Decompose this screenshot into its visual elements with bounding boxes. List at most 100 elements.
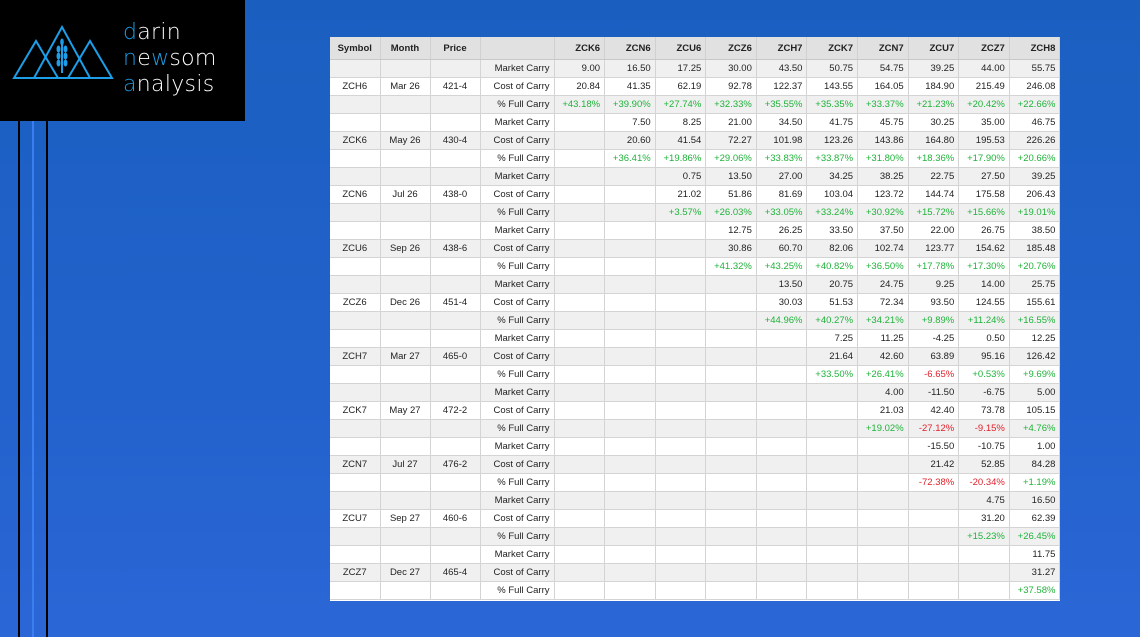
pct-value-cell — [908, 581, 960, 600]
market-value-cell: -11.50 — [908, 383, 960, 402]
price-cell: 465-0 — [430, 347, 481, 366]
cost-value-cell: 42.40 — [908, 401, 960, 420]
pct-value-cell: +1.19% — [1009, 473, 1060, 492]
column-header[interactable]: Month — [380, 37, 431, 60]
market-value-cell: 25.75 — [1009, 275, 1060, 294]
market-value-cell: 11.25 — [857, 329, 909, 348]
market-value-cell — [554, 491, 606, 510]
pct-value-cell — [554, 527, 606, 546]
cost-value-cell: 144.74 — [908, 185, 960, 204]
table-row-market: Market Carry 4.00 -11.50 -6.75 5.00 — [330, 383, 1060, 402]
cost-value-cell: 185.48 — [1009, 239, 1060, 258]
table-row-cost: ZCU7 Sep 27 460-6 Cost of Carry 31.20 62.39 — [330, 509, 1060, 528]
cost-value-cell: 215.49 — [958, 77, 1010, 96]
table-row-market: Market Carry 4.75 16.50 — [330, 491, 1060, 510]
cost-value-cell: 41.54 — [655, 131, 707, 150]
decorative-line — [46, 121, 48, 637]
table-row-market: Market Carry 13.50 20.75 24.75 9.25 14.00 25.7… — [330, 275, 1060, 294]
month-cell: Jul 26 — [380, 185, 431, 204]
row-label: % Full Carry — [480, 473, 555, 492]
pct-value-cell: +15.66% — [958, 203, 1010, 222]
cost-value-cell: 52.85 — [958, 455, 1010, 474]
market-value-cell: 22.00 — [908, 221, 960, 240]
row-label: Cost of Carry — [480, 509, 555, 528]
pct-value-cell: -27.12% — [908, 419, 960, 438]
table-header-row: Symbol Month Price ZCK6 ZCN6 ZCU6 ZCZ6 ZCH7 ZCK7… — [330, 37, 1060, 60]
pct-value-cell: +40.27% — [806, 311, 859, 330]
column-header[interactable]: ZCH7 — [756, 37, 808, 60]
row-label: Market Carry — [480, 167, 555, 186]
symbol-cell — [330, 383, 381, 402]
price-cell — [430, 113, 481, 132]
market-value-cell: 9.25 — [908, 275, 960, 294]
cost-value-cell: 184.90 — [908, 77, 960, 96]
price-cell — [430, 203, 481, 222]
market-value-cell: 22.75 — [908, 167, 960, 186]
column-header[interactable]: ZCK7 — [806, 37, 859, 60]
symbol-cell: ZCN6 — [330, 185, 381, 204]
cost-value-cell: 175.58 — [958, 185, 1010, 204]
column-header[interactable] — [480, 37, 555, 60]
pct-value-cell: -9.15% — [958, 419, 1010, 438]
pct-value-cell: +33.87% — [806, 149, 859, 168]
pct-value-cell: +26.45% — [1009, 527, 1060, 546]
cost-value-cell — [554, 401, 606, 420]
market-value-cell — [554, 113, 606, 132]
column-header[interactable]: ZCN6 — [604, 37, 656, 60]
market-value-cell: 39.25 — [1009, 167, 1060, 186]
pct-value-cell: +9.69% — [1009, 365, 1060, 384]
month-cell — [380, 545, 431, 564]
cost-value-cell — [655, 401, 707, 420]
column-header[interactable]: Symbol — [330, 37, 381, 60]
column-header[interactable]: ZCH8 — [1009, 37, 1060, 60]
cost-value-cell — [756, 563, 808, 582]
row-label: Cost of Carry — [480, 293, 555, 312]
cost-value-cell — [554, 455, 606, 474]
column-header[interactable]: ZCU6 — [655, 37, 707, 60]
row-label: % Full Carry — [480, 311, 555, 330]
month-cell — [380, 581, 431, 600]
column-header[interactable]: ZCU7 — [908, 37, 960, 60]
market-value-cell — [655, 275, 707, 294]
month-cell — [380, 419, 431, 438]
column-header[interactable]: ZCN7 — [857, 37, 909, 60]
pct-value-cell: +29.06% — [705, 149, 757, 168]
market-value-cell — [655, 329, 707, 348]
row-label: Cost of Carry — [480, 185, 555, 204]
pct-value-cell — [857, 581, 909, 600]
market-value-cell — [604, 221, 656, 240]
column-header[interactable]: ZCK6 — [554, 37, 606, 60]
table-row-cost: ZCU6 Sep 26 438-6 Cost of Carry 30.86 60.70 82… — [330, 239, 1060, 258]
pct-value-cell: +39.90% — [604, 95, 656, 114]
logo-text: darin newsom analysis — [123, 20, 217, 97]
price-cell — [430, 95, 481, 114]
pct-value-cell: +11.24% — [958, 311, 1010, 330]
symbol-cell: ZCH7 — [330, 347, 381, 366]
pct-value-cell: -72.38% — [908, 473, 960, 492]
cost-value-cell — [705, 455, 757, 474]
column-header[interactable]: Price — [430, 37, 481, 60]
column-header[interactable]: ZCZ6 — [705, 37, 757, 60]
month-cell: May 27 — [380, 401, 431, 420]
pct-value-cell: +15.72% — [908, 203, 960, 222]
market-value-cell: 27.00 — [756, 167, 808, 186]
cost-value-cell: 123.72 — [857, 185, 909, 204]
cost-value-cell: 21.03 — [857, 401, 909, 420]
cost-value-cell — [705, 347, 757, 366]
pct-value-cell — [554, 419, 606, 438]
pct-value-cell — [655, 527, 707, 546]
pct-value-cell: +19.86% — [655, 149, 707, 168]
market-value-cell: 5.00 — [1009, 383, 1060, 402]
price-cell: 438-0 — [430, 185, 481, 204]
month-cell — [380, 383, 431, 402]
market-value-cell — [806, 545, 859, 564]
market-value-cell — [705, 545, 757, 564]
pct-value-cell — [554, 311, 606, 330]
pct-value-cell: +9.89% — [908, 311, 960, 330]
cost-value-cell — [705, 293, 757, 312]
cost-value-cell: 51.53 — [806, 293, 859, 312]
cost-value-cell: 92.78 — [705, 77, 757, 96]
table-row-pct: % Full Carry +36.41% +19.86% +29.06% +33.83%… — [330, 149, 1060, 168]
column-header[interactable]: ZCZ7 — [958, 37, 1010, 60]
price-cell — [430, 437, 481, 456]
